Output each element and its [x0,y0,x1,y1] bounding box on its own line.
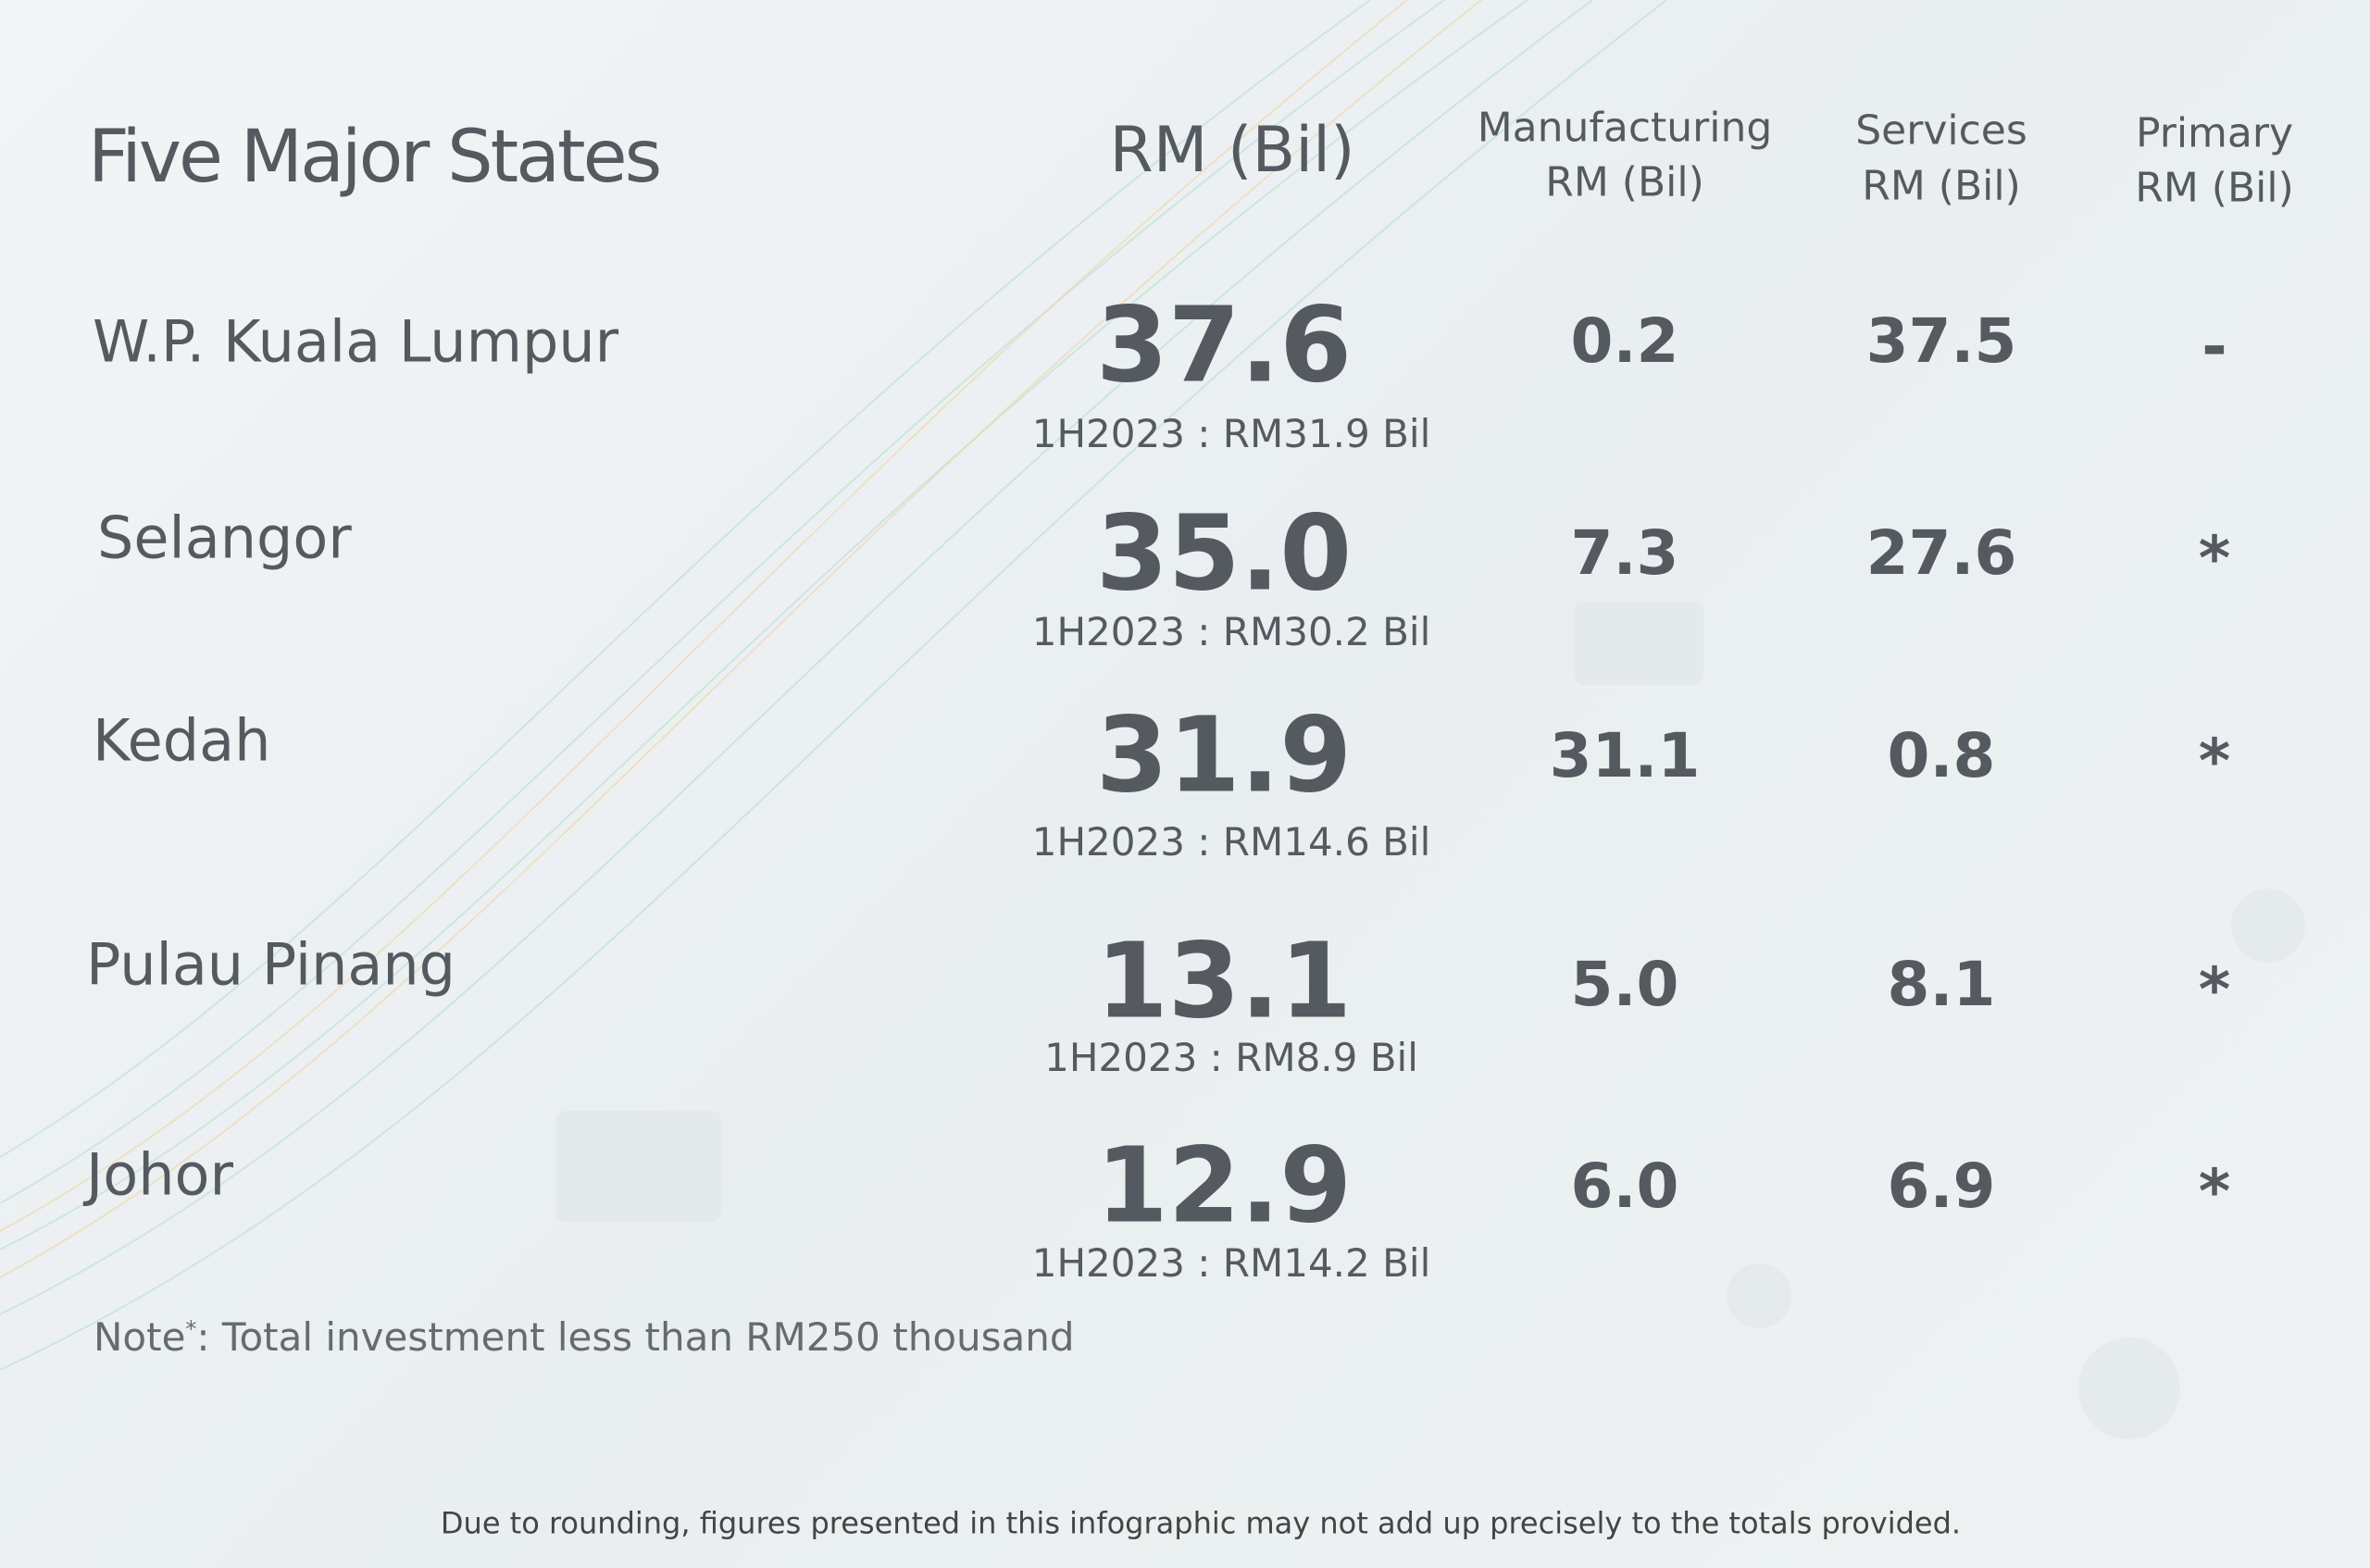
column-header: Primary [2135,109,2294,157]
primary-value: * [2198,523,2231,595]
manufacturing-value: 6.0 [1570,1151,1679,1223]
column-header: RM (Bil) [1109,113,1355,187]
services-value: 27.6 [1865,517,2017,590]
services-value: 0.8 [1887,720,1996,792]
note-text: : Total investment less than RM250 thous… [196,1313,1075,1360]
total-value: 37.6 [1095,285,1353,406]
previous-value: 1H2023 : RM8.9 Bil [1044,1034,1418,1080]
previous-value: 1H2023 : RM30.2 Bil [1031,608,1431,654]
column-header: RM (Bil) [2135,164,2294,212]
total-value: 31.9 [1095,695,1353,816]
services-value: 6.9 [1887,1151,1996,1223]
manufacturing-value: 7.3 [1570,517,1679,590]
primary-value: * [2198,726,2231,798]
column-header: Services [1855,106,2027,155]
manufacturing-value: 5.0 [1570,949,1679,1021]
state-name: Johor [86,1140,233,1209]
services-value: 8.1 [1887,949,1996,1021]
manufacturing-value: 31.1 [1549,720,1701,792]
state-name: Selangor [97,504,352,572]
state-name: W.P. Kuala Lumpur [93,307,619,376]
column-header: Manufacturing [1477,104,1773,152]
state-name: Kedah [93,706,271,775]
column-header: RM (Bil) [1862,162,2021,210]
title: Five Major States [88,116,662,200]
total-value: 35.0 [1095,493,1353,615]
primary-value: * [2198,954,2231,1027]
primary-value: * [2198,1156,2231,1228]
primary-value: - [2202,311,2227,383]
state-name: Pulau Pinang [86,930,456,999]
manufacturing-value: 0.2 [1570,305,1679,378]
total-value: 12.9 [1095,1126,1353,1247]
column-header: RM (Bil) [1545,158,1704,206]
note-mark: * [185,1315,197,1342]
previous-value: 1H2023 : RM14.6 Bil [1031,818,1431,865]
note-label: Note [94,1313,186,1360]
services-value: 37.5 [1865,305,2017,378]
note: Note*: Total investment less than RM250 … [94,1313,1075,1360]
total-value: 13.1 [1095,921,1353,1042]
previous-value: 1H2023 : RM14.2 Bil [1031,1239,1431,1286]
footer-note: Due to rounding, figures presented in th… [440,1505,1962,1541]
previous-value: 1H2023 : RM31.9 Bil [1031,410,1431,456]
